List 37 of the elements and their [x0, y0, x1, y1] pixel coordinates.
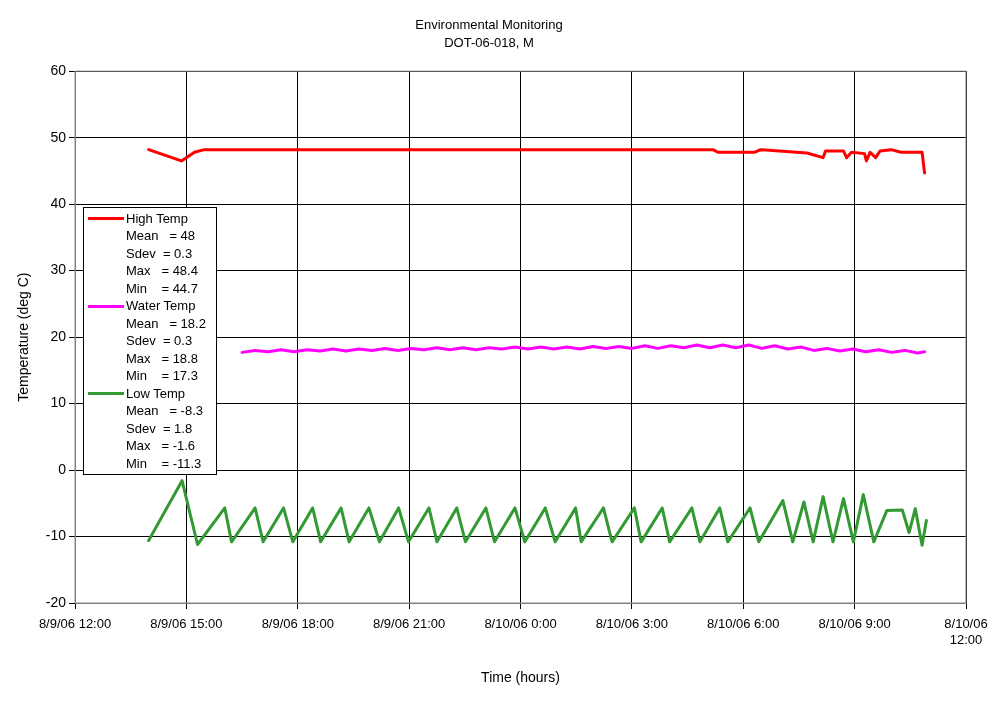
annotation: Min = 44.7	[125, 279, 199, 298]
chart-subtitle: DOT-06-018, M	[444, 34, 534, 50]
annotation: Max = -1.6	[125, 437, 197, 455]
y-tick-label: 0	[58, 460, 67, 477]
x-tick-label: 8/9/06 18:00	[261, 616, 334, 632]
y-tick-label: -10	[45, 527, 67, 544]
annotation: Min = 17.3	[125, 367, 199, 385]
x-tick-label: 8/9/06 15:00	[150, 616, 223, 632]
annotation: Mean = 18.2	[125, 314, 206, 333]
annotation: Max = 48.4	[125, 262, 199, 280]
annotation: Sdev = 1.8	[125, 419, 194, 438]
y-tick-label: 50	[50, 128, 67, 145]
legend-label: Water Temp	[126, 297, 196, 315]
annotation: Mean = 48	[125, 227, 197, 245]
x-tick-label: 8/9/06 21:00	[373, 616, 446, 632]
x-tick-label: 8/9/06 12:00	[38, 616, 112, 632]
legend-label: Low Temp	[126, 384, 186, 403]
y-tick-label: 10	[50, 394, 67, 411]
y-tick-label: 20	[50, 327, 67, 344]
annotation: Mean = -8.3	[125, 402, 204, 420]
x-tick-label: 8/10/06 3:00	[595, 616, 669, 632]
annotation: Min = -11.3	[125, 454, 203, 473]
x-tick-label: 8/10/06 12:00	[944, 616, 988, 647]
annotation: Sdev = 0.3	[125, 332, 194, 350]
chart-title: Environmental Monitoring	[415, 17, 563, 33]
y-tick-label: 30	[50, 261, 67, 278]
x-tick-label: 8/10/06 6:00	[707, 616, 780, 632]
x-axis-title: Time (hours)	[481, 669, 560, 686]
x-tick-label: 8/10/06 9:00	[818, 616, 891, 632]
annotation: Max = 18.8	[125, 349, 199, 368]
annotation: Sdev = 0.3	[125, 244, 194, 263]
y-tick-label: 60	[50, 62, 67, 79]
x-tick-label: 8/10/06 0:00	[484, 616, 557, 632]
legend-label: High Temp	[126, 209, 188, 228]
y-axis-title: Temperature (deg C)	[15, 272, 32, 402]
y-tick-label: 40	[50, 195, 67, 212]
y-tick-label: -20	[45, 593, 67, 610]
